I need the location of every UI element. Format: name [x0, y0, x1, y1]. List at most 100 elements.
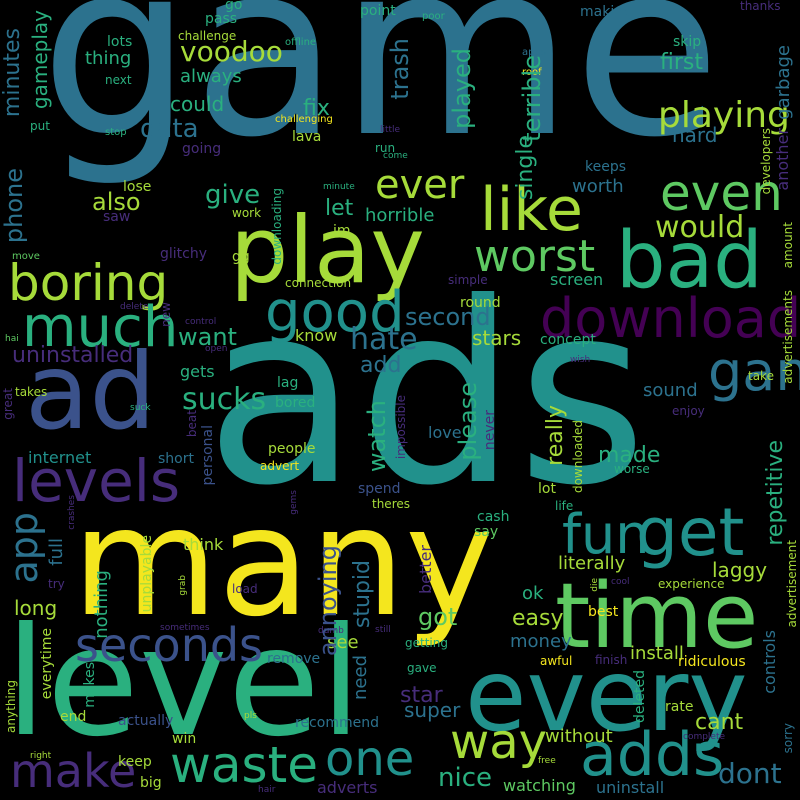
word-minutes: minutes [0, 28, 25, 118]
word-ads: ads [205, 249, 648, 540]
word-watching: watching [503, 776, 576, 795]
word-never: never [482, 410, 498, 451]
word-easy: easy [512, 606, 564, 631]
word-gave: gave [407, 661, 437, 675]
word-personal: personal [200, 425, 216, 486]
word-played: played [448, 48, 476, 129]
word-getting: getting [405, 636, 448, 650]
word-simple: simple [448, 273, 488, 287]
word-adverts: adverts [317, 778, 378, 797]
word-controls: controls [760, 630, 779, 694]
word-awful: awful [540, 654, 573, 668]
word-data: data [140, 114, 199, 144]
word-im: im [333, 223, 351, 239]
word-dont: dont [718, 757, 782, 790]
word-make: make [10, 744, 137, 798]
word-rate: rate [665, 699, 694, 715]
word-wish: wish [570, 355, 591, 365]
word-thanks: thanks [740, 0, 781, 13]
word-like: like [480, 175, 583, 245]
word-single: single [513, 135, 538, 201]
word-dumb: dumb [318, 626, 344, 636]
word-anything: anything [4, 680, 18, 733]
word-say: say [474, 524, 499, 540]
word-would: would [655, 210, 745, 245]
word-grab: grab [178, 575, 188, 596]
word-fix: fix [303, 96, 330, 121]
word-games: games [708, 340, 800, 403]
word-come: come [383, 151, 408, 161]
word-second: second [405, 303, 491, 331]
word-apps: apps [522, 47, 547, 58]
word-beat: beat [185, 410, 199, 438]
word-horrible: horrible [365, 205, 435, 226]
word-worse: worse [614, 462, 650, 476]
word-need: need [350, 655, 371, 700]
word-big: big [140, 775, 162, 791]
word-recommend: recommend [295, 715, 379, 731]
word-hair: hair [258, 785, 276, 795]
word-open: open [205, 344, 228, 354]
word-thing: thing [85, 48, 132, 69]
word-first: first [660, 50, 703, 75]
word-minute: minute [323, 182, 355, 192]
word-takes: takes [15, 385, 48, 399]
word-worst: worst [474, 231, 596, 282]
word-let: let [325, 196, 354, 221]
word-glitchy: glitchy [160, 246, 208, 262]
word-add: add [360, 353, 402, 378]
word-pls: pls [244, 711, 257, 721]
word-please: please [454, 382, 482, 461]
word-next: next [105, 73, 132, 87]
word-right: right [30, 751, 52, 761]
word-theres: theres [372, 497, 410, 511]
word-terrible: terrible [518, 55, 546, 142]
word-bored: bored [275, 395, 316, 411]
word-keep: keep [118, 754, 152, 770]
word-makes: makes [82, 662, 98, 708]
word-star: star [400, 683, 443, 708]
word-seconds: seconds [75, 618, 264, 672]
word-roof: roof [522, 67, 542, 78]
word-one: one [325, 731, 415, 787]
word-worth: worth [572, 176, 624, 197]
word-sometimes: sometimes [160, 623, 210, 633]
word-trash: trash [386, 38, 414, 100]
word-uninstalled: uninstalled [12, 343, 134, 368]
word-enjoy: enjoy [672, 404, 705, 418]
word-made: made [598, 443, 661, 468]
word-advertisement: advertisement [785, 540, 799, 628]
word-cash: cash [477, 509, 510, 525]
word-complete: complete [683, 732, 726, 742]
word-really: really [543, 405, 568, 466]
word-know: know [295, 326, 338, 345]
word-get: get [636, 494, 745, 571]
word-pass: pass [205, 11, 238, 27]
word-saw: saw [103, 209, 131, 225]
word-stop: stop [105, 127, 127, 138]
word-phone: phone [0, 168, 28, 244]
word-super: super [404, 698, 461, 722]
word-round: round [460, 295, 501, 311]
word-spend: spend [358, 481, 401, 497]
word-nothing: nothing [91, 570, 112, 639]
word-remove: remove [267, 651, 321, 667]
word-die: die [590, 578, 600, 592]
word-take: take [748, 369, 774, 383]
word-nice: nice [438, 763, 492, 793]
word-ok: ok [522, 583, 544, 604]
word-boring: boring [8, 254, 169, 312]
word-life: life [555, 499, 574, 513]
word-gems: gems [289, 490, 299, 515]
word-uninstall: uninstall [596, 778, 665, 797]
word-want: want [178, 323, 237, 351]
word-ridiculous: ridiculous [678, 654, 746, 670]
word-go: go [225, 0, 243, 13]
word-hard: hard [672, 123, 718, 147]
word-got: got [418, 603, 458, 631]
word-crashes: crashes [67, 495, 77, 530]
word-offline: offline [285, 37, 317, 48]
word-play: play [230, 197, 425, 304]
word-suck: suck [130, 403, 151, 413]
word-control: control [185, 317, 217, 327]
